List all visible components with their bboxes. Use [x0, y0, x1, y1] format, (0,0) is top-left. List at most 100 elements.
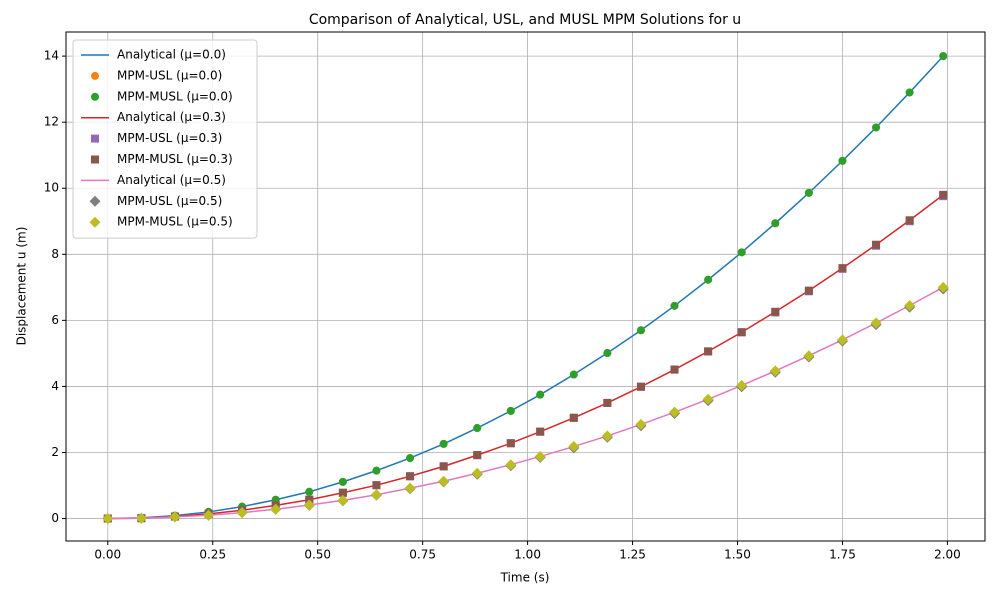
legend-label: MPM-MUSL (μ=0.0): [117, 89, 233, 103]
marker: [736, 379, 748, 391]
marker: [872, 240, 881, 249]
y-tick-label: 10: [44, 181, 59, 195]
marker: [270, 503, 282, 515]
marker: [169, 511, 181, 523]
legend-marker: [91, 155, 99, 164]
marker: [737, 248, 746, 257]
marker: [338, 488, 347, 497]
legend-label: Analytical (μ=0.5): [117, 173, 226, 187]
marker: [702, 393, 714, 405]
marker: [505, 459, 517, 471]
marker: [905, 216, 914, 225]
marker: [536, 427, 545, 436]
marker: [506, 439, 515, 448]
marker: [372, 466, 381, 475]
marker: [804, 286, 813, 295]
marker: [670, 365, 679, 374]
legend-label: MPM-USL (μ=0.5): [117, 194, 222, 208]
legend-label: MPM-USL (μ=0.3): [117, 131, 222, 145]
y-axis-label: Displacement u (m): [15, 227, 29, 346]
marker: [236, 507, 248, 519]
marker: [804, 188, 813, 197]
y-tick-label: 12: [44, 115, 59, 129]
marker: [337, 494, 349, 506]
x-tick-label: 0.25: [199, 548, 226, 562]
y-tick-label: 2: [51, 445, 59, 459]
legend-label: Analytical (μ=0.3): [117, 110, 226, 124]
legend-box: [72, 39, 258, 239]
marker: [836, 334, 848, 346]
legend-marker: [89, 195, 101, 207]
marker: [473, 424, 482, 433]
x-axis-label: Time (s): [500, 571, 550, 585]
marker: [872, 123, 881, 132]
marker: [670, 301, 679, 310]
chart-title: Comparison of Analytical, USL, and MUSL …: [309, 12, 741, 28]
x-tick-label: 1.25: [619, 548, 646, 562]
marker: [737, 328, 746, 337]
marker: [904, 299, 916, 311]
y-tick-label: 0: [51, 511, 59, 525]
marker: [536, 390, 545, 399]
marker: [102, 513, 114, 525]
line: [107, 286, 944, 520]
marker: [534, 450, 546, 462]
legend-marker: [91, 71, 99, 80]
marker: [338, 477, 347, 486]
legend-marker: [89, 216, 101, 228]
marker: [439, 439, 448, 448]
marker: [939, 190, 948, 199]
marker: [305, 487, 314, 496]
marker: [303, 499, 315, 511]
marker: [635, 418, 647, 430]
marker: [838, 156, 847, 165]
marker: [506, 406, 515, 415]
marker: [569, 370, 578, 379]
marker: [704, 347, 713, 356]
marker: [406, 454, 415, 463]
marker: [372, 481, 381, 490]
marker: [771, 307, 780, 316]
marker: [473, 451, 482, 460]
marker: [406, 472, 415, 481]
marker: [870, 317, 882, 329]
marker: [601, 430, 613, 442]
marker: [439, 462, 448, 471]
marker: [636, 382, 645, 391]
plot-frame: [65, 31, 986, 542]
marker: [438, 475, 450, 487]
marker: [569, 413, 578, 422]
marker: [568, 441, 580, 453]
marker: [771, 219, 780, 228]
legend-label: MPM-MUSL (μ=0.5): [117, 215, 233, 229]
marker: [838, 264, 847, 273]
marker: [636, 326, 645, 335]
marker: [404, 482, 416, 494]
marker: [669, 406, 681, 418]
marker: [769, 365, 781, 377]
y-tick-label: 8: [51, 247, 59, 261]
marker: [135, 512, 147, 524]
marker: [704, 275, 713, 284]
x-tick-label: 1.50: [724, 548, 751, 562]
x-tick-label: 2.00: [934, 548, 961, 562]
marker: [471, 467, 483, 479]
x-tick-label: 0.75: [409, 548, 436, 562]
y-tick-label: 4: [51, 379, 59, 393]
marker: [603, 349, 612, 358]
marker: [939, 52, 948, 61]
legend-label: MPM-MUSL (μ=0.3): [117, 152, 233, 166]
line: [107, 55, 944, 520]
x-tick-label: 0.00: [94, 548, 121, 562]
legend-label: Analytical (μ=0.0): [117, 48, 226, 62]
marker: [905, 88, 914, 97]
legend-marker: [91, 92, 99, 101]
marker: [203, 509, 215, 521]
marker: [937, 281, 949, 293]
marker: [370, 489, 382, 501]
marker: [803, 350, 815, 362]
y-tick-label: 14: [44, 49, 59, 63]
x-tick-label: 1.75: [829, 548, 856, 562]
x-tick-label: 1.00: [514, 548, 541, 562]
